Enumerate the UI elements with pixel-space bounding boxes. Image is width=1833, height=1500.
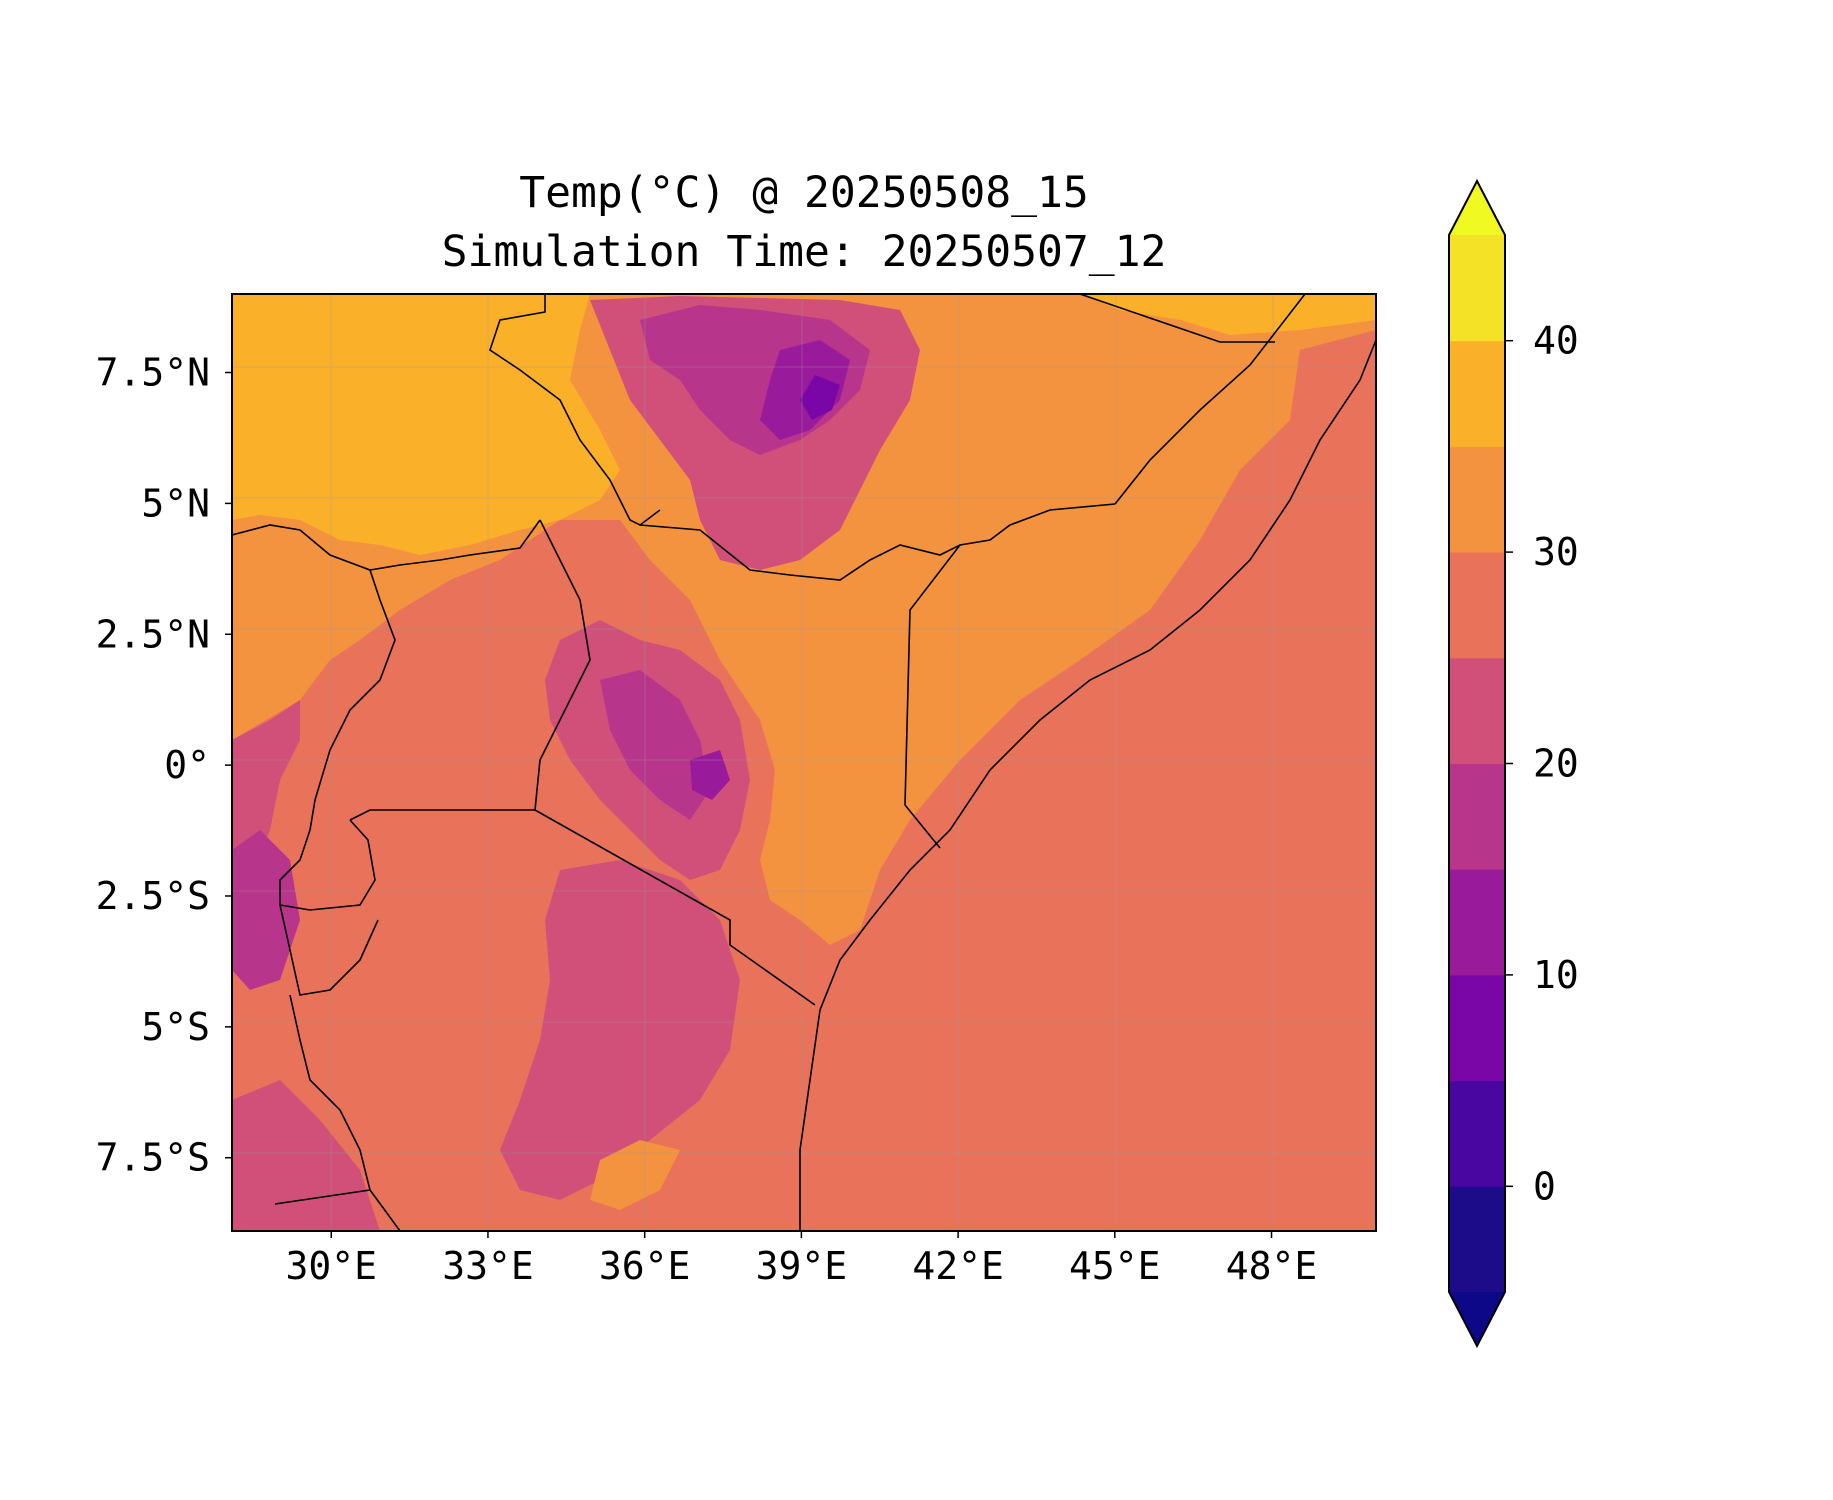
colorbar-segment	[1449, 657, 1505, 764]
tanzania-warm-patch	[590, 1140, 680, 1210]
colorbar-segment	[1449, 1186, 1505, 1293]
colorbar-segment	[1449, 552, 1505, 659]
x-tick-label: 36°E	[599, 1244, 691, 1288]
colorbar: 0 10 20 30 40	[1448, 178, 1579, 1349]
graticule	[232, 294, 1376, 1231]
x-tick-label: 42°E	[912, 1244, 1004, 1288]
kenyan-highlands-10-15	[690, 750, 730, 800]
temperature-band-25-30-west	[232, 590, 470, 820]
colorbar-tick-label: 20	[1533, 742, 1579, 786]
map-title-line1: Temp(°C) @ 20250508_15	[519, 168, 1089, 218]
x-tick-label: 48°E	[1226, 1244, 1318, 1288]
y-tick-label: 7.5°N	[96, 351, 210, 395]
y-tick-label: 5°N	[141, 481, 210, 525]
tanzania-interior-20-25	[500, 860, 740, 1200]
border-kenya-tanzania	[534, 809, 816, 1006]
y-tick-label: 2.5°S	[96, 874, 210, 918]
border-zambia	[274, 1189, 371, 1205]
colorbar-segment	[1449, 763, 1505, 870]
temperature-band-35-40-northeast	[1080, 294, 1376, 335]
border-kenya-somalia	[904, 544, 961, 849]
x-tick-label: 39°E	[756, 1244, 848, 1288]
map-frame	[231, 293, 1377, 1232]
colorbar-segment	[1449, 974, 1505, 1082]
colorbar-tick-label: 40	[1533, 319, 1579, 363]
indian-ocean	[800, 340, 1376, 1231]
ethiopian-highlands-5-10	[800, 375, 840, 420]
colorbar-extend-under	[1449, 1292, 1505, 1346]
border-somaliland	[1079, 294, 1275, 343]
x-tick-label: 33°E	[442, 1244, 534, 1288]
colorbar-segment	[1449, 340, 1505, 447]
x-tick-label: 30°E	[285, 1244, 377, 1288]
colorbar-segment	[1449, 446, 1505, 553]
temperature-band-35-40-northwest	[232, 294, 620, 555]
kenyan-highlands-15-20	[600, 670, 710, 820]
border-uganda-drc	[309, 569, 396, 831]
ethiopian-highlands-10-15	[760, 340, 850, 440]
colorbar-tick-label: 0	[1533, 1164, 1556, 1208]
border-burundi-tanzania	[279, 904, 379, 996]
colorbar-segment	[1449, 869, 1505, 976]
y-tick-label: 2.5°N	[96, 612, 210, 656]
colorbar-tick-label: 10	[1533, 953, 1579, 997]
colorbar-outline	[1448, 178, 1506, 1349]
border-uganda-rwanda-tanzania	[349, 809, 535, 821]
great-lakes-cool	[232, 830, 300, 990]
y-tick-label: 0°	[164, 743, 210, 787]
x-axis-ticks: 30°E 33°E 36°E 39°E 42°E 45°E 48°E	[285, 1231, 1317, 1288]
border-kenya-uganda	[534, 519, 591, 811]
map-area	[232, 294, 1376, 1231]
map-title-line2: Simulation Time: 20250507_12	[442, 227, 1167, 277]
border-ethiopia-kenya	[639, 503, 1116, 581]
colorbar-segment	[1449, 1080, 1505, 1187]
colorbar-tick-label: 30	[1533, 530, 1579, 574]
coastline	[799, 339, 1376, 1231]
x-tick-label: 45°E	[1069, 1244, 1161, 1288]
y-tick-label: 7.5°S	[96, 1136, 210, 1180]
borders	[232, 294, 1376, 1231]
y-axis-ticks: 7.5°N 5°N 2.5°N 0° 2.5°S 5°S 7.5°S	[96, 351, 232, 1180]
y-tick-label: 5°S	[141, 1005, 210, 1049]
colorbar-segment	[1449, 235, 1505, 342]
border-south-sudan-ethiopia	[489, 294, 661, 526]
border-rwanda-burundi	[279, 819, 376, 911]
border-south-sudan-uganda	[232, 519, 541, 571]
colorbar-extend-over	[1449, 181, 1505, 235]
